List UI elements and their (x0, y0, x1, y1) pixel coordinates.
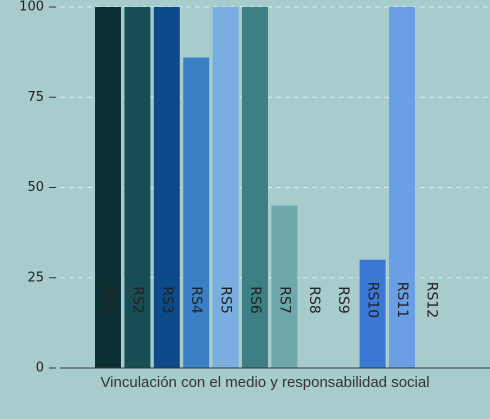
category-label: RS10 (365, 282, 381, 318)
bar (271, 205, 298, 368)
bar (124, 7, 151, 368)
category-label: RS9 (335, 286, 351, 314)
y-tick-label: 100 (19, 0, 44, 15)
category-label: RS6 (247, 286, 263, 314)
x-axis-label: Vinculación con el medio y responsabilid… (100, 374, 430, 391)
bar (359, 259, 386, 368)
category-label: RS3 (159, 286, 175, 314)
category-label: RS5 (218, 286, 234, 314)
bar (212, 7, 239, 368)
category-label: RS7 (276, 286, 292, 314)
category-label: RS1 (100, 286, 116, 314)
category-label: RS4 (188, 286, 204, 314)
y-tick-label: 50 (27, 180, 44, 195)
bar (389, 7, 415, 368)
category-label: RS12 (423, 282, 439, 318)
bar (95, 7, 121, 368)
y-tick-label: 0 (36, 361, 44, 376)
bar (242, 7, 268, 368)
y-tick-label: 25 (27, 270, 44, 285)
bar (153, 7, 180, 368)
category-label: RS2 (129, 286, 145, 314)
y-tick-label: 75 (27, 90, 44, 105)
category-label: RS8 (306, 286, 322, 314)
bar (183, 57, 210, 368)
category-label: RS11 (394, 282, 410, 318)
